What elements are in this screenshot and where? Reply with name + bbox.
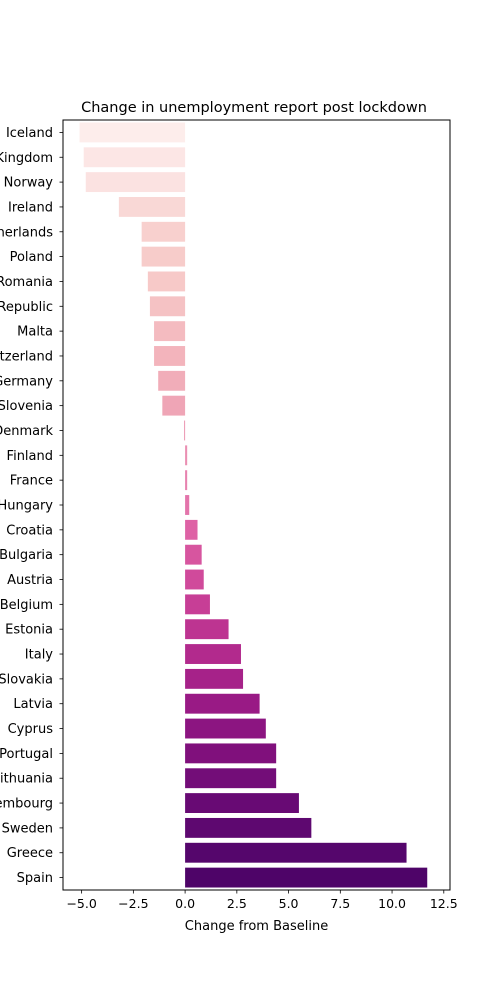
y-tick-label: Cyprus xyxy=(8,722,54,737)
y-tick-label: Austria xyxy=(7,573,53,588)
bar-portugal xyxy=(185,743,277,764)
plot-frame xyxy=(62,119,451,891)
x-tick-label: 10.0 xyxy=(378,896,406,911)
y-tick-label: Portugal xyxy=(0,747,53,762)
y-tick-label: Estonia xyxy=(5,623,53,638)
bar-italy xyxy=(185,644,241,664)
bar-romania xyxy=(147,271,186,292)
bar-czech-republic xyxy=(149,296,186,317)
bar-norway xyxy=(85,172,186,193)
y-tick-label: France xyxy=(10,474,53,489)
x-tick-label: 7.5 xyxy=(330,896,350,911)
y-tick-label: Slovenia xyxy=(0,399,53,414)
x-axis-label: Change from Baseline xyxy=(185,919,328,934)
bar-denmark xyxy=(184,420,186,441)
bar-poland xyxy=(141,246,186,267)
bar-netherlands xyxy=(141,221,186,242)
bar-cyprus xyxy=(185,718,266,739)
bar-slovenia xyxy=(162,395,186,416)
bar-ireland xyxy=(118,197,186,217)
y-tick-label: Finland xyxy=(7,449,53,464)
bar-estonia xyxy=(185,619,229,640)
x-tick-label: 12.5 xyxy=(430,896,458,911)
y-tick-label: Iceland xyxy=(6,126,53,141)
y-tick-label: Poland xyxy=(10,250,53,265)
y-tick-label: Romania xyxy=(0,275,53,290)
bar-iceland xyxy=(79,122,186,143)
bar-germany xyxy=(158,370,186,391)
bar-france xyxy=(185,470,188,491)
y-tick-label: Belgium xyxy=(0,598,53,613)
y-tick-label: Spain xyxy=(17,871,53,886)
x-tick-label: 0.0 xyxy=(175,896,195,911)
bar-bulgaria xyxy=(185,544,202,565)
y-tick-label: Netherlands xyxy=(0,225,53,240)
y-tick-label: Bulgaria xyxy=(0,548,53,563)
bar-belgium xyxy=(185,594,210,615)
y-tick-label: Luxembourg xyxy=(0,797,53,812)
bar-austria xyxy=(185,569,204,590)
bar-sweden xyxy=(185,817,312,838)
chart-title: Change in unemployment report post lockd… xyxy=(81,100,427,116)
bar-spain xyxy=(185,867,428,888)
y-tick-label: United Kingdom xyxy=(0,151,53,166)
y-tick-label: Switzerland xyxy=(0,349,53,364)
y-tick-label: Croatia xyxy=(6,523,53,538)
y-tick-label: Latvia xyxy=(13,697,53,712)
bar-luxembourg xyxy=(185,793,299,813)
y-tick-label: Ireland xyxy=(8,200,53,215)
x-tick-label: −5.0 xyxy=(66,896,96,911)
x-tick-label: −2.5 xyxy=(118,896,148,911)
y-tick-label: Slovakia xyxy=(0,672,53,687)
bar-finland xyxy=(185,445,188,466)
bar-united-kingdom xyxy=(83,147,186,168)
bar-latvia xyxy=(185,693,260,714)
y-tick-label: Italy xyxy=(25,648,54,663)
bar-slovakia xyxy=(185,668,244,689)
bar-lithuania xyxy=(185,768,277,789)
y-tick-label: Malta xyxy=(17,325,53,340)
bar-hungary xyxy=(185,495,190,515)
bar-malta xyxy=(154,321,186,342)
y-tick-label: Lithuania xyxy=(0,772,53,787)
x-tick-label: 5.0 xyxy=(279,896,299,911)
y-tick-label: Germany xyxy=(0,374,53,389)
y-tick-label: Hungary xyxy=(0,499,53,514)
y-tick-labels: Iceland United Kingdom Norway Ireland Nether… xyxy=(0,126,63,886)
y-tick-label: Norway xyxy=(4,176,54,191)
bar-croatia xyxy=(185,519,198,540)
y-tick-label: Sweden xyxy=(2,821,53,836)
x-tick-label: 2.5 xyxy=(227,896,247,911)
y-tick-label: Czech Republic xyxy=(0,300,53,315)
bar-greece xyxy=(185,842,407,863)
y-tick-label: Denmark xyxy=(0,424,53,439)
y-tick-label: Greece xyxy=(7,846,53,861)
bar-switzerland xyxy=(154,346,186,366)
x-axis: −5.0 −2.5 0.0 2.5 5.0 7.5 10.0 12.5 xyxy=(66,890,458,911)
bars-group xyxy=(79,122,428,888)
